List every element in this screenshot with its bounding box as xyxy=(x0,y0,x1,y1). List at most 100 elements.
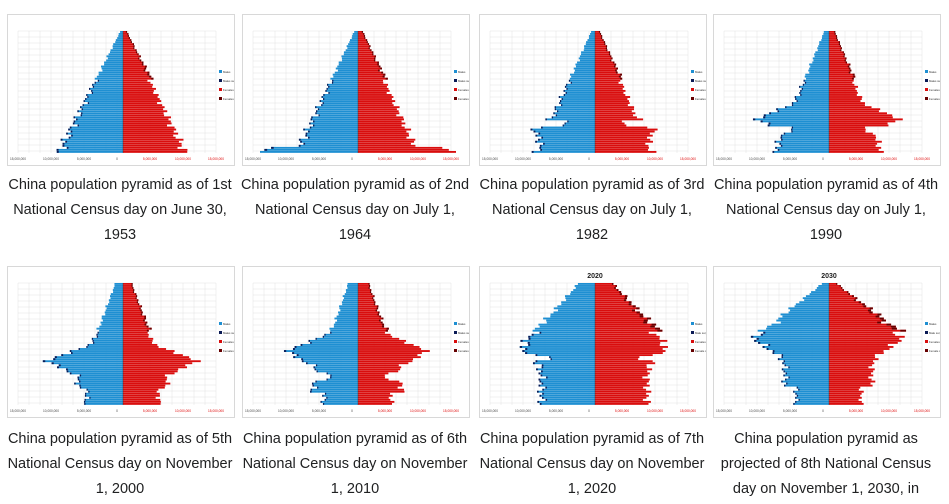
male-age-bar xyxy=(574,285,595,287)
female-surplus-bar xyxy=(643,321,648,324)
pyramid-thumbnail[interactable]: 15,000,000 10,000,000 5,000,000 0 5,000,000 1… xyxy=(242,266,470,418)
female-age-bar xyxy=(358,362,409,365)
male-age-bar xyxy=(108,53,123,56)
female-age-bar xyxy=(358,386,398,389)
male-age-bar xyxy=(283,350,358,352)
male-surplus-bar xyxy=(766,348,769,350)
legend-label: Male surplus xyxy=(929,331,940,335)
male-age-bar xyxy=(104,63,123,66)
female-surplus-bar xyxy=(363,33,365,35)
male-age-bar xyxy=(89,396,123,399)
pyramid-thumbnail[interactable]: 15,000,000 10,000,000 5,000,000 0 5,000,000 1… xyxy=(479,14,707,166)
male-surplus-bar xyxy=(301,358,303,361)
x-axis-tick-label: 10,000,000 xyxy=(515,157,531,161)
female-age-bar xyxy=(595,100,629,103)
male-surplus-bar xyxy=(74,382,76,385)
male-age-bar xyxy=(763,116,829,119)
male-age-bar xyxy=(313,120,358,123)
male-age-bar xyxy=(324,333,358,336)
female-surplus-bar xyxy=(144,317,147,320)
male-age-bar xyxy=(541,364,595,367)
pyramid-thumbnail[interactable]: 15,000,000 10,000,000 5,000,000 0 5,000,000 1… xyxy=(7,266,235,418)
legend-swatch xyxy=(219,340,222,343)
female-age-bar xyxy=(123,362,193,365)
female-age-bar xyxy=(358,339,407,342)
female-age-bar xyxy=(358,350,430,352)
male-surplus-bar xyxy=(769,112,772,115)
female-age-bar xyxy=(358,376,385,379)
male-surplus-bar xyxy=(309,122,311,125)
male-surplus-bar xyxy=(750,335,754,338)
male-age-bar xyxy=(775,146,829,149)
male-age-bar xyxy=(520,339,595,342)
pyramid-thumbnail[interactable]: 15,000,000 10,000,000 5,000,000 0 5,000,000 1… xyxy=(713,14,941,166)
pyramid-bars xyxy=(519,283,668,405)
female-surplus-bar xyxy=(855,297,858,300)
male-surplus-bar xyxy=(309,126,312,129)
legend-swatch xyxy=(925,349,928,352)
male-surplus-bar xyxy=(311,382,314,385)
male-surplus-bar xyxy=(321,96,323,98)
x-axis-tick-label: 5,000,000 xyxy=(783,409,797,413)
female-age-bar xyxy=(358,55,376,58)
legend-swatch xyxy=(219,88,222,91)
female-surplus-bar xyxy=(846,291,849,294)
x-axis-tick-label: 10,000,000 xyxy=(175,409,191,413)
male-surplus-bar xyxy=(535,360,538,363)
male-age-bar xyxy=(87,102,123,105)
male-surplus-bar xyxy=(327,83,329,86)
male-age-bar xyxy=(795,396,829,399)
legend-label: Males surplus xyxy=(223,331,234,335)
female-age-bar xyxy=(595,388,647,391)
female-age-bar xyxy=(123,51,138,54)
male-age-bar xyxy=(115,41,123,44)
female-surplus-bar xyxy=(140,309,142,312)
male-age-bar xyxy=(66,132,123,135)
male-age-bar xyxy=(563,94,595,96)
male-surplus-bar xyxy=(783,374,785,377)
male-age-bar xyxy=(539,146,595,149)
male-age-bar xyxy=(579,55,595,58)
legend-label: Males surplus xyxy=(458,79,469,83)
male-age-bar xyxy=(330,77,358,80)
pyramid-thumbnail[interactable]: 15,000,000 10,000,000 5,000,000 0 5,000,000 1… xyxy=(242,14,470,166)
pyramid-thumbnail[interactable]: 15,000,000 10,000,000 5,000,000 0 5,000,000 1… xyxy=(479,266,707,418)
female-age-bar xyxy=(829,378,872,381)
female-age-bar xyxy=(829,83,855,86)
x-axis-tick-label: 10,000,000 xyxy=(881,157,897,161)
pyramid-thumbnail[interactable]: 15,000,000 10,000,000 5,000,000 0 5,000,000 1… xyxy=(7,14,235,166)
female-age-bar xyxy=(595,55,612,58)
pyramid-thumbnail[interactable]: 15,000,000 10,000,000 5,000,000 0 5,000,000 1… xyxy=(713,266,941,418)
male-age-bar xyxy=(754,339,829,342)
male-age-bar xyxy=(577,61,595,64)
female-age-bar xyxy=(829,299,856,302)
male-age-bar xyxy=(785,106,829,109)
male-age-bar xyxy=(590,33,595,35)
female-age-bar xyxy=(829,130,866,133)
male-surplus-bar xyxy=(305,134,307,137)
male-surplus-bar xyxy=(539,146,542,149)
male-age-bar xyxy=(329,327,358,330)
male-surplus-bar xyxy=(768,122,771,125)
female-surplus-bar xyxy=(379,315,382,318)
female-surplus-bar xyxy=(137,299,139,302)
female-surplus-bar xyxy=(614,63,617,66)
male-surplus-bar xyxy=(535,134,538,137)
legend-swatch xyxy=(454,331,457,334)
male-age-bar xyxy=(785,378,829,381)
female-age-bar xyxy=(358,71,384,74)
legend-label: Females surplus xyxy=(458,349,469,353)
x-axis-tick-label: 15,000,000 xyxy=(208,157,224,161)
male-age-bar xyxy=(813,59,829,62)
female-age-bar xyxy=(358,354,418,357)
male-surplus-bar xyxy=(783,370,785,373)
female-age-bar xyxy=(123,360,201,363)
female-age-bar xyxy=(123,390,157,393)
male-age-bar xyxy=(107,57,123,60)
male-age-bar xyxy=(535,354,595,357)
male-age-bar xyxy=(809,293,829,296)
male-age-bar xyxy=(532,329,595,332)
female-age-bar xyxy=(358,43,369,46)
